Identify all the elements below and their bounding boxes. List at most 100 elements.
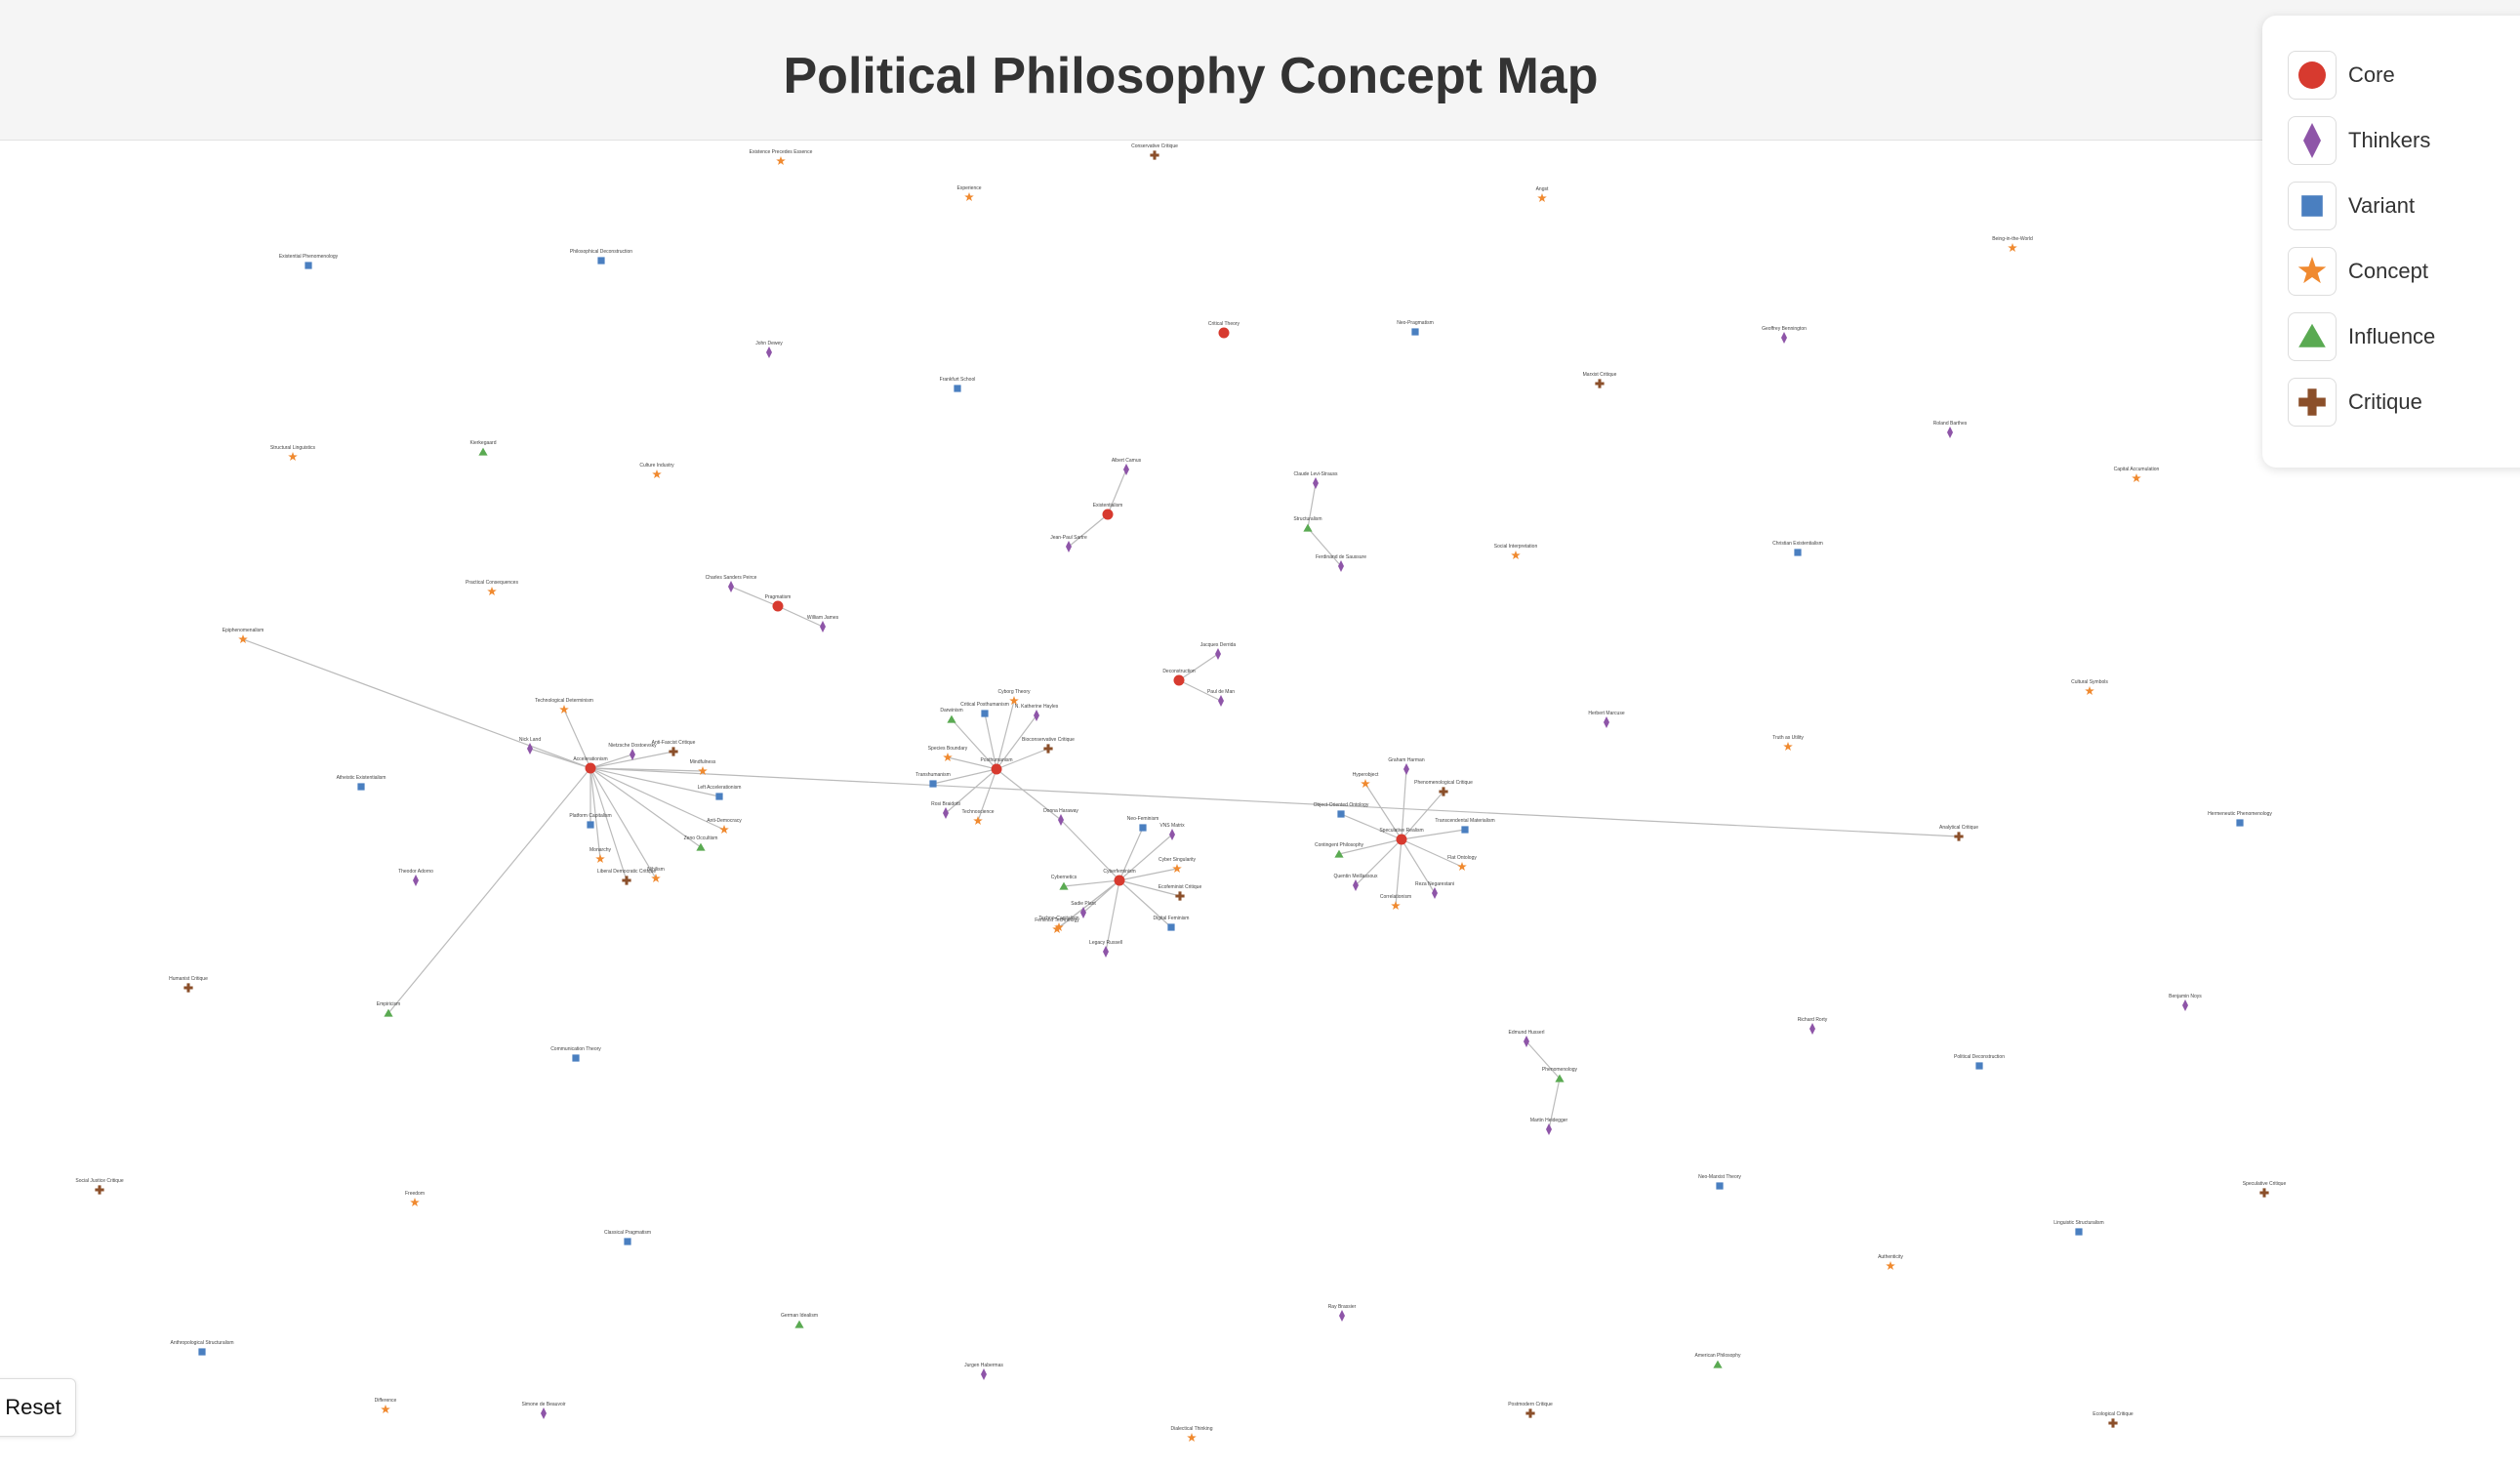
graph-node-variant[interactable]: Neo-Pragmatism	[1397, 320, 1434, 336]
graph-node-concept[interactable]: Social Interpretation	[1494, 544, 1538, 560]
graph-node-concept[interactable]: Monarchy	[589, 847, 611, 864]
graph-node-critique[interactable]: Humanist Critique	[169, 976, 208, 993]
graph-node-concept[interactable]: Flat Ontology	[1447, 855, 1477, 872]
graph-node-variant[interactable]: Christian Existentialism	[1772, 541, 1823, 556]
graph-node-concept[interactable]: Capital Accumulation	[2114, 467, 2160, 483]
graph-node-concept[interactable]: Cyber Singularity	[1158, 857, 1197, 874]
graph-node-critique[interactable]: Phenomenological Critique	[1414, 780, 1473, 796]
graph-node-thinker[interactable]: Nick Land	[519, 737, 541, 754]
graph-node-influence[interactable]: American Philosophy	[1695, 1353, 1741, 1368]
graph-node-critique[interactable]: Conservative Critique	[1131, 143, 1178, 160]
graph-node-variant[interactable]: Left Accelerationism	[698, 785, 742, 800]
graph-node-thinker[interactable]: Martin Heidegger	[1530, 1118, 1568, 1135]
graph-node-thinker[interactable]: Charles Sanders Peirce	[706, 575, 757, 592]
graph-node-influence[interactable]: Kierkegaard	[470, 440, 497, 456]
graph-node-variant[interactable]: Philosophical Deconstruction	[570, 249, 632, 265]
graph-node-thinker[interactable]: VNS Matrix	[1159, 823, 1185, 840]
graph-node-thinker[interactable]: N. Katherine Hayles	[1015, 704, 1059, 721]
graph-node-concept[interactable]: Feminist Technology	[1035, 918, 1079, 934]
graph-node-variant[interactable]: Political Deconstruction	[1954, 1054, 2005, 1070]
graph-node-thinker[interactable]: Richard Rorty	[1798, 1017, 1828, 1035]
graph-node-critique[interactable]: Bioconservative Critique	[1022, 737, 1075, 754]
graph-node-thinker[interactable]: Nietzsche Dostoevsky	[608, 743, 657, 760]
graph-node-thinker[interactable]: Geoffrey Bennington	[1762, 326, 1807, 344]
graph-node-variant[interactable]: Transcendental Materialism	[1435, 818, 1495, 834]
graph-node-thinker[interactable]: William James	[807, 615, 839, 632]
graph-node-variant[interactable]: Transhumanism	[915, 772, 951, 788]
graph-node-concept[interactable]: Cyborg Theory	[998, 689, 1031, 706]
graph-node-critique[interactable]: Ecofeminist Critique	[1158, 884, 1202, 901]
graph-node-thinker[interactable]: Jacques Derrida	[1200, 642, 1237, 660]
graph-node-thinker[interactable]: Sadie Plant	[1071, 901, 1096, 918]
graph-node-thinker[interactable]: Donna Haraway	[1043, 808, 1078, 826]
graph-node-thinker[interactable]: Legacy Russell	[1089, 940, 1122, 958]
graph-node-concept[interactable]: Mindfulness	[690, 759, 716, 776]
graph-node-concept[interactable]: Existence Precedes Essence	[750, 149, 813, 166]
graph-node-variant[interactable]: Anthropological Structuralism	[170, 1340, 234, 1356]
graph-node-thinker[interactable]: Benjamin Noys	[2169, 994, 2202, 1011]
graph-node-influence[interactable]: Darwinism	[940, 708, 963, 723]
graph-node-concept[interactable]: Technological Determinism	[535, 698, 593, 714]
graph-node-influence[interactable]: Structuralism	[1293, 516, 1322, 532]
graph-node-thinker[interactable]: Ray Brassier	[1328, 1304, 1357, 1322]
graph-node-thinker[interactable]: Jean-Paul Sartre	[1050, 535, 1087, 552]
graph-node-critique[interactable]: Postmodern Critique	[1508, 1402, 1553, 1418]
graph-node-concept[interactable]: Culture Industry	[639, 463, 674, 479]
graph-node-core[interactable]: Speculative Realism	[1379, 828, 1424, 845]
graph-node-variant[interactable]: Object-Oriented Ontology	[1314, 802, 1369, 818]
graph-node-critique[interactable]: Social Justice Critique	[75, 1178, 124, 1195]
graph-node-core[interactable]: Critical Theory	[1208, 321, 1240, 339]
graph-node-core[interactable]: Pragmatism	[765, 594, 792, 612]
graph-node-thinker[interactable]: Albert Camus	[1112, 458, 1142, 475]
graph-node-variant[interactable]: Linguistic Structuralism	[2053, 1220, 2104, 1236]
graph-node-variant[interactable]: Atheistic Existentialism	[337, 775, 386, 791]
graph-node-concept[interactable]: Epiphenomenalism	[223, 628, 264, 644]
graph-node-thinker[interactable]: John Dewey	[755, 341, 783, 358]
graph-node-concept[interactable]: Being-in-the-World	[1992, 236, 2033, 253]
graph-node-variant[interactable]: Hermeneutic Phenomenology	[2208, 811, 2272, 827]
graph-node-critique[interactable]: Analytical Critique	[1939, 825, 1978, 841]
graph-node-concept[interactable]: Hyperobject	[1353, 772, 1379, 789]
graph-node-core[interactable]: Posthumanism	[980, 757, 1013, 775]
graph-node-thinker[interactable]: Simone de Beauvoir	[521, 1402, 566, 1419]
graph-node-thinker[interactable]: Herbert Marcuse	[1588, 711, 1625, 728]
graph-node-thinker[interactable]: Reza Negarestani	[1415, 881, 1454, 899]
graph-node-concept[interactable]: Cultural Symbols	[2071, 679, 2108, 696]
graph-node-variant[interactable]: Communication Theory	[550, 1046, 601, 1062]
graph-node-concept[interactable]: Techno-Capitalism	[1038, 916, 1079, 932]
graph-node-influence[interactable]: Phenomenology	[1542, 1067, 1578, 1082]
graph-node-critique[interactable]: Liberal Democratic Critique	[597, 869, 657, 885]
graph-node-thinker[interactable]: Theodor Adorno	[398, 869, 433, 886]
graph-node-thinker[interactable]: Jurgen Habermas	[964, 1363, 1003, 1380]
graph-node-core[interactable]: Cyberfeminism	[1103, 869, 1136, 886]
graph-node-variant[interactable]: Digital Feminism	[1154, 916, 1190, 931]
graph-node-variant[interactable]: Critical Posthumanism	[960, 702, 1009, 717]
graph-node-variant[interactable]: Existential Phenomenology	[279, 254, 339, 269]
graph-node-concept[interactable]: Dialectical Thinking	[1171, 1426, 1213, 1443]
graph-node-variant[interactable]: Frankfurt School	[940, 377, 976, 392]
graph-node-concept[interactable]: Practical Consequences	[466, 580, 518, 596]
graph-node-critique[interactable]: Marxist Critique	[1583, 372, 1617, 388]
graph-node-thinker[interactable]: Graham Harman	[1388, 757, 1425, 775]
graph-node-concept[interactable]: Correlationism	[1380, 894, 1411, 911]
graph-node-variant[interactable]: Neo-Feminism	[1127, 816, 1159, 832]
graph-node-concept[interactable]: Truth as Utility	[1772, 735, 1804, 752]
graph-node-concept[interactable]: Anti-Democracy	[707, 818, 742, 835]
graph-node-concept[interactable]: Angst	[1536, 186, 1549, 203]
graph-node-core[interactable]: Deconstruction	[1162, 669, 1196, 686]
graph-node-critique[interactable]: Anti-Fascist Critique	[652, 740, 696, 756]
graph-node-variant[interactable]: Classical Pragmatism	[604, 1230, 651, 1245]
graph-node-concept[interactable]: Nihilism	[647, 867, 665, 883]
graph-node-thinker[interactable]: Paul de Man	[1207, 689, 1235, 707]
graph-node-thinker[interactable]: Roland Barthes	[1933, 421, 1968, 438]
graph-node-influence[interactable]: Cybernetics	[1051, 875, 1077, 890]
graph-node-influence[interactable]: Contingent Philosophy	[1315, 842, 1364, 858]
graph-node-thinker[interactable]: Claude Levi-Strauss	[1293, 471, 1338, 489]
graph-node-concept[interactable]: Species Boundary	[928, 746, 968, 762]
graph-node-concept[interactable]: Difference	[375, 1398, 397, 1414]
graph-node-variant[interactable]: Platform Capitalism	[569, 813, 612, 829]
graph-node-core[interactable]: Existentialism	[1093, 503, 1123, 520]
graph-node-influence[interactable]: Empiricism	[377, 1001, 400, 1017]
graph-node-critique[interactable]: Speculative Critique	[2243, 1181, 2287, 1198]
